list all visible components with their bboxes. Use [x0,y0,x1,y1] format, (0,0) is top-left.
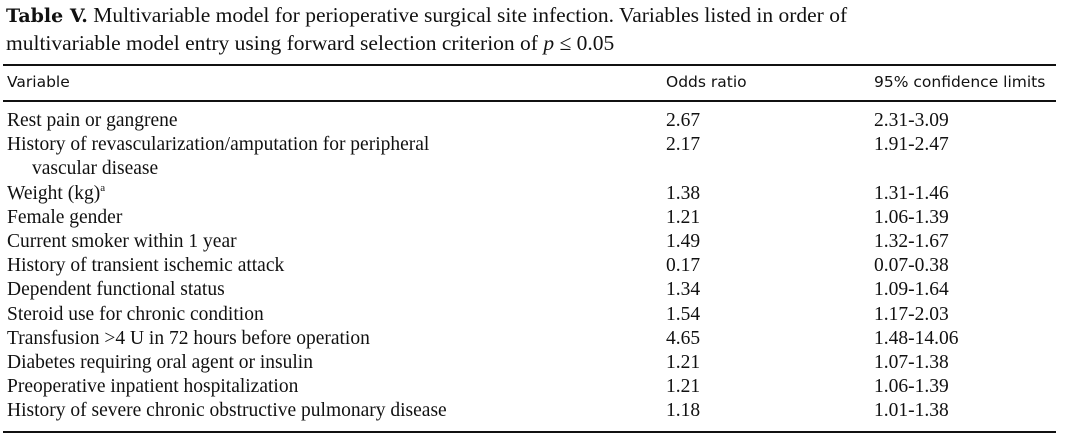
odds-ratio-cell: 0.17 [666,255,701,277]
odds-ratio-cell: 1.21 [666,351,701,373]
table-top-rule [3,64,1056,66]
table-row: Transfusion >4 U in 72 hours before oper… [0,327,1079,351]
table-body: Rest pain or gangrene 2.67 2.31-3.09 His… [0,109,1079,423]
header-confidence-limits: 95% confidence limits [874,73,1046,91]
variable-cell: Preoperative inpatient hospitalization [7,376,299,398]
ci-cell: 2.31-3.09 [874,110,949,131]
caption-text-line2: multivariable model entry using forward … [6,31,538,55]
odds-ratio-cell: 1.54 [666,303,701,325]
ci-cell: 1.06-1.39 [874,206,949,228]
ci-cell: 1.32-1.67 [874,230,949,252]
header-odds-ratio: Odds ratio [666,73,747,91]
table-row: Steroid use for chronic condition 1.54 1… [0,303,1079,327]
table-bottom-rule [3,431,1056,433]
variable-cell: Weight (kg)a [7,182,105,206]
variable-cell: Dependent functional status [7,279,225,301]
variable-text: History of revascularization/amputation … [7,134,430,156]
variable-cell: History of transient ischemic attack [7,255,285,277]
caption-text-line1: Multivariable model for perioperative su… [93,3,848,27]
ci-cell: 1.48-14.06 [874,327,959,349]
table-row: History of revascularization/amputation … [0,133,1079,181]
variable-cell: Rest pain or gangrene [7,110,178,131]
table-row: Preoperative inpatient hospitalization 1… [0,375,1079,399]
ci-cell: 0.07-0.38 [874,255,949,277]
odds-ratio-cell: 1.34 [666,279,701,301]
ci-cell: 1.07-1.38 [874,351,949,373]
table-row: Diabetes requiring oral agent or insulin… [0,351,1079,375]
odds-ratio-cell: 2.17 [666,134,701,156]
ci-cell: 1.91-2.47 [874,134,949,156]
table-caption: Table V. Multivariable model for periope… [6,2,1066,57]
variable-cell: Current smoker within 1 year [7,230,237,252]
caption-p-symbol: p [543,31,555,55]
variable-text-continued: vascular disease [32,158,159,180]
variable-cell: Steroid use for chronic condition [7,303,264,325]
ci-cell: 1.17-2.03 [874,303,949,325]
table-row: Current smoker within 1 year 1.49 1.32-1… [0,230,1079,254]
footnote-marker: a [100,181,106,194]
odds-ratio-cell: 1.21 [666,376,701,398]
ci-cell: 1.01-1.38 [874,400,949,422]
table-row: Female gender 1.21 1.06-1.39 [0,206,1079,230]
ci-cell: 1.09-1.64 [874,279,949,301]
header-variable: Variable [7,73,70,91]
caption-p-threshold: ≤ 0.05 [559,31,615,55]
header-rule [3,100,1056,102]
odds-ratio-cell: 1.21 [666,206,701,228]
variable-cell: History of revascularization/amputation … [7,133,429,181]
odds-ratio-cell: 1.38 [666,182,701,204]
odds-ratio-cell: 1.49 [666,230,701,252]
variable-cell: Transfusion >4 U in 72 hours before oper… [7,327,370,349]
table-row: Dependent functional status 1.34 1.09-1.… [0,278,1079,302]
variable-cell: History of severe chronic obstructive pu… [7,400,447,422]
ci-cell: 1.31-1.46 [874,182,949,204]
variable-text: Weight (kg) [7,182,101,204]
table-row: History of transient ischemic attack 0.1… [0,254,1079,278]
ci-cell: 1.06-1.39 [874,376,949,398]
variable-cell: Female gender [7,206,123,228]
table-row: Weight (kg)a 1.38 1.31-1.46 [0,182,1079,206]
odds-ratio-cell: 1.18 [666,400,701,422]
variable-cell: Diabetes requiring oral agent or insulin [7,351,313,373]
odds-ratio-cell: 4.65 [666,327,701,349]
table-row: Rest pain or gangrene 2.67 2.31-3.09 [0,109,1079,133]
table-row: History of severe chronic obstructive pu… [0,399,1079,423]
table-label: Table V. [6,5,88,27]
odds-ratio-cell: 2.67 [666,110,701,131]
